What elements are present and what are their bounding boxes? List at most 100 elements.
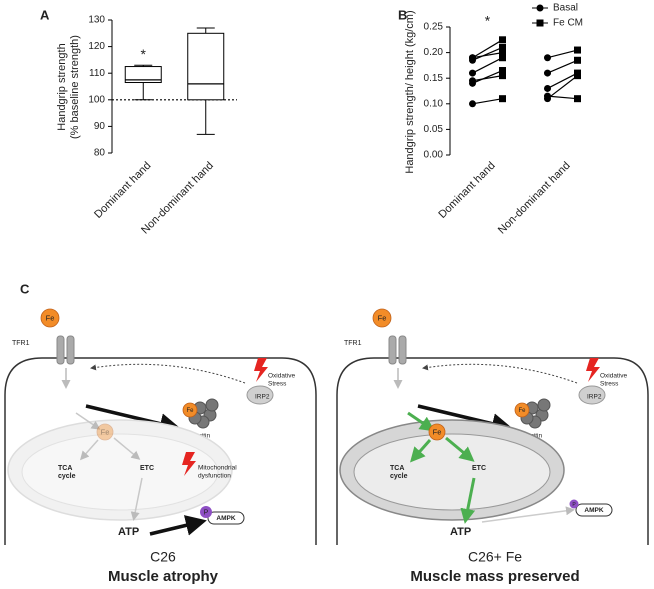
point — [469, 77, 476, 85]
label: ATP — [450, 526, 471, 538]
irp2-protein — [246, 385, 274, 405]
point — [544, 84, 551, 92]
point — [544, 54, 551, 62]
label: dysfunction — [198, 473, 231, 480]
label: Stress — [600, 381, 619, 388]
arrow — [80, 439, 99, 461]
point — [544, 69, 551, 77]
phosphate — [569, 499, 579, 509]
arrow — [149, 515, 207, 536]
y-tick-label: 0.05 — [424, 124, 444, 135]
label: cycle — [58, 473, 76, 480]
lightning — [254, 358, 268, 382]
y-tick-label: 100 — [88, 94, 105, 105]
label: C26 — [150, 549, 176, 565]
arrow — [481, 506, 575, 523]
point — [499, 95, 506, 103]
ferritin — [537, 398, 551, 412]
y-tick-label: 130 — [88, 15, 105, 26]
label: ETC — [140, 465, 154, 472]
point — [499, 49, 506, 57]
mitochondrion-inner — [353, 433, 551, 511]
point — [499, 72, 506, 80]
pair-line — [547, 49, 578, 59]
label: cycle — [390, 473, 408, 480]
pair-line — [472, 75, 503, 82]
point — [469, 100, 476, 108]
arrow — [445, 436, 475, 462]
iron-icon — [40, 308, 60, 328]
legend-label: Basal — [553, 3, 578, 14]
cell-membrane — [4, 357, 317, 545]
x-tick-label: Dominant hand — [436, 160, 497, 221]
y-axis-label: (% baseline strength) — [69, 35, 81, 139]
ferritin — [205, 398, 219, 412]
point — [574, 72, 581, 80]
point — [499, 43, 506, 51]
y-axis-label: Handgrip strength/ height (kg/cm) — [404, 10, 416, 173]
arrow — [460, 477, 476, 524]
label: IRP2 — [255, 394, 270, 401]
pair-line — [547, 95, 578, 100]
panel-label: A — [40, 7, 50, 22]
pair-line — [472, 69, 503, 84]
panel-label: B — [398, 7, 407, 22]
label: Fe — [378, 313, 387, 322]
box — [124, 66, 162, 84]
mitochondrion-inner — [21, 433, 219, 511]
y-tick-label: 120 — [88, 41, 105, 52]
lightning — [182, 452, 196, 476]
arrow — [75, 412, 101, 430]
label: P — [204, 509, 209, 516]
iron-icon — [514, 402, 530, 418]
y-tick-label: 0.00 — [424, 150, 444, 161]
arrow — [113, 437, 141, 460]
label: Muscle atrophy — [108, 568, 219, 585]
transporter — [388, 335, 397, 365]
label: AMPK — [584, 507, 603, 514]
y-tick-label: 0.10 — [424, 98, 444, 109]
legend-label: Fe CM — [553, 18, 583, 29]
pair-line — [547, 72, 578, 89]
label: C26+ Fe — [468, 549, 522, 565]
annotation: * — [141, 46, 147, 62]
iron-icon — [372, 308, 392, 328]
arrow — [422, 363, 578, 384]
label: TCA — [58, 465, 72, 472]
label: IRP2 — [587, 394, 602, 401]
point — [469, 54, 476, 62]
pair-line — [472, 46, 503, 61]
point — [499, 67, 506, 75]
ampk-protein — [575, 503, 613, 517]
label: P — [572, 502, 576, 508]
label: AMPK — [216, 515, 235, 522]
pair-line — [472, 52, 503, 59]
pair-line — [547, 75, 578, 100]
pair-line — [547, 59, 578, 74]
lightning — [586, 358, 600, 382]
cell-membrane — [336, 357, 649, 545]
label: Fe — [433, 427, 442, 436]
y-tick-label: 80 — [94, 148, 106, 159]
pair-line — [472, 98, 503, 105]
label: Fe — [101, 427, 110, 436]
label: Stress — [268, 381, 287, 388]
y-tick-label: 110 — [89, 68, 105, 79]
irp2-protein — [578, 385, 606, 405]
pair-line — [472, 39, 503, 59]
point — [469, 69, 476, 77]
phosphate — [200, 506, 212, 518]
y-tick-label: 90 — [94, 121, 106, 132]
point — [499, 36, 506, 44]
y-tick-label: 0.25 — [424, 22, 444, 33]
ampk-protein — [207, 511, 245, 525]
x-tick-label: Dominant hand — [92, 160, 153, 221]
point — [574, 95, 581, 103]
label: Mitochondrial — [198, 465, 237, 472]
pair-line — [472, 57, 503, 74]
label: Muscle mass preserved — [410, 568, 579, 585]
point — [499, 54, 506, 62]
iron-icon — [428, 423, 446, 441]
label: ETC — [472, 465, 486, 472]
